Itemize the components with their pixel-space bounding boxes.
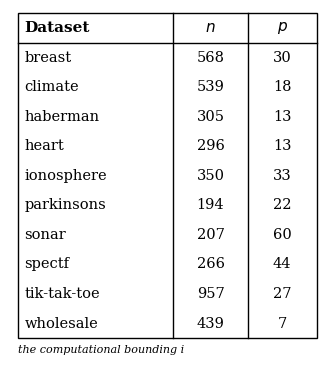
Text: 44: 44 (273, 257, 292, 271)
Text: $n$: $n$ (205, 21, 216, 35)
Text: haberman: haberman (25, 110, 100, 124)
Text: Dataset: Dataset (25, 21, 90, 35)
Text: 539: 539 (196, 80, 224, 94)
Text: 33: 33 (273, 169, 292, 183)
Text: heart: heart (25, 139, 64, 153)
Text: 30: 30 (273, 51, 292, 65)
Text: 22: 22 (273, 198, 292, 212)
Text: tik-tak-toe: tik-tak-toe (25, 287, 100, 301)
Text: 194: 194 (197, 198, 224, 212)
Text: 207: 207 (196, 228, 224, 242)
Text: 957: 957 (197, 287, 224, 301)
Text: sonar: sonar (25, 228, 66, 242)
Text: climate: climate (25, 80, 79, 94)
Text: 296: 296 (196, 139, 224, 153)
Text: wholesale: wholesale (25, 316, 98, 330)
Text: 7: 7 (277, 316, 287, 330)
Text: ionosphere: ionosphere (25, 169, 107, 183)
Text: 305: 305 (196, 110, 225, 124)
Text: 13: 13 (273, 110, 292, 124)
Text: 439: 439 (196, 316, 224, 330)
Text: breast: breast (25, 51, 72, 65)
Text: 18: 18 (273, 80, 292, 94)
Text: 350: 350 (196, 169, 225, 183)
Text: spectf: spectf (25, 257, 70, 271)
Bar (18, 13, 317, 338)
Text: 27: 27 (273, 287, 292, 301)
Text: parkinsons: parkinsons (25, 198, 106, 212)
Text: 13: 13 (273, 139, 292, 153)
Text: the computational bounding i: the computational bounding i (18, 345, 184, 355)
Text: $p$: $p$ (277, 20, 288, 36)
Text: 568: 568 (196, 51, 225, 65)
Text: 60: 60 (273, 228, 292, 242)
Text: 266: 266 (196, 257, 225, 271)
